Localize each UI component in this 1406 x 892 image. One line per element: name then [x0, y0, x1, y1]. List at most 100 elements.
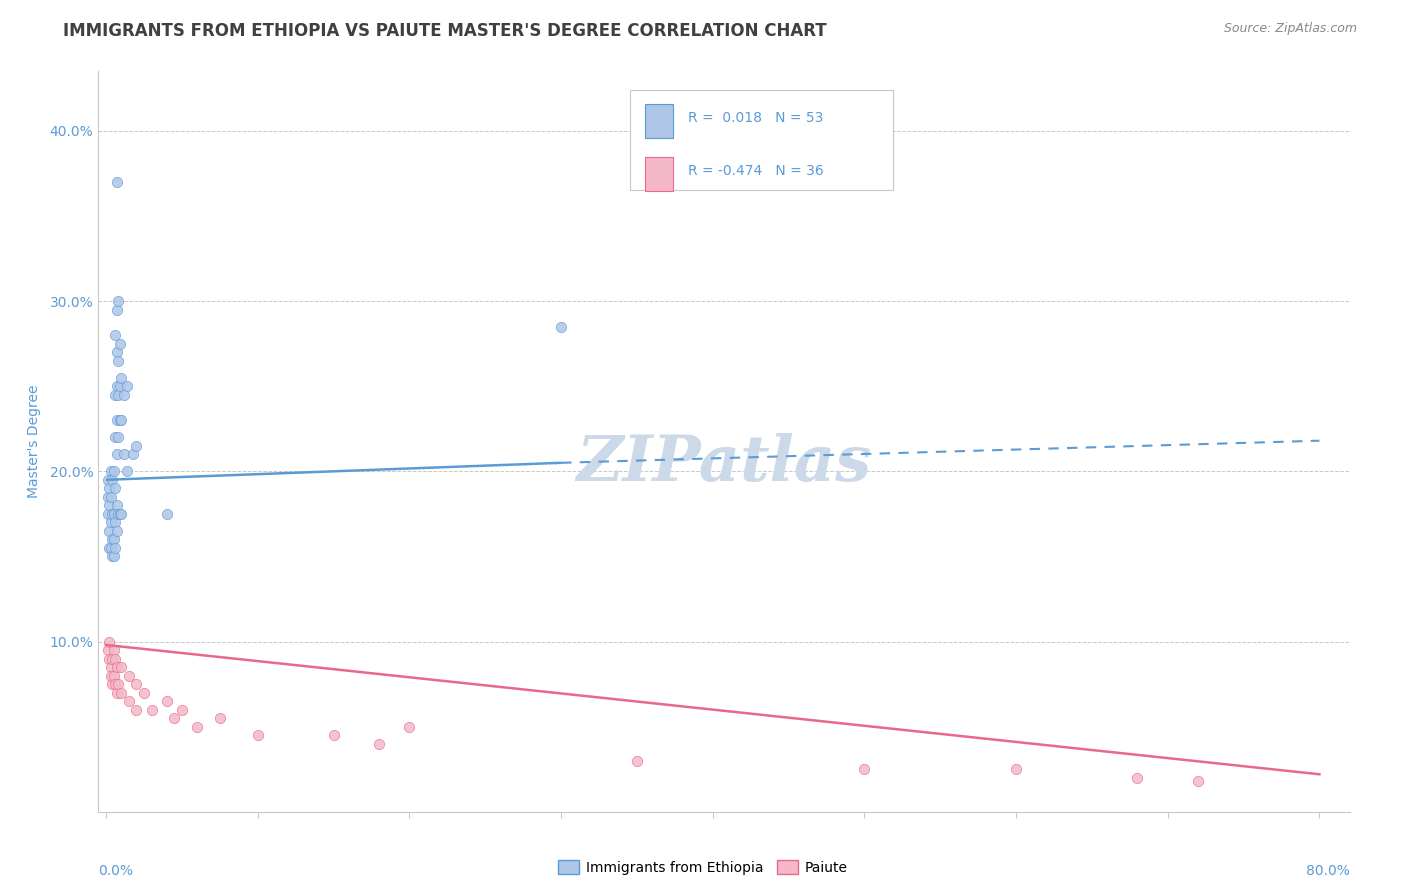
Point — [103, 533, 125, 547]
Point — [105, 524, 128, 538]
Y-axis label: Master's Degree: Master's Degree — [27, 384, 41, 499]
Point — [101, 507, 124, 521]
Text: Source: ZipAtlas.com: Source: ZipAtlas.com — [1223, 22, 1357, 36]
Point — [98, 634, 121, 648]
Point — [110, 685, 132, 699]
Point — [125, 439, 148, 453]
Point — [98, 651, 121, 665]
Point — [103, 464, 125, 478]
Text: 80.0%: 80.0% — [1306, 863, 1350, 878]
Text: ZIPatlas: ZIPatlas — [576, 433, 872, 494]
Point — [105, 413, 128, 427]
Point — [96, 490, 118, 504]
Text: R =  0.018   N = 53: R = 0.018 N = 53 — [688, 111, 823, 125]
Point — [104, 677, 127, 691]
Point — [98, 499, 121, 513]
Point — [170, 703, 193, 717]
FancyBboxPatch shape — [645, 157, 673, 191]
Point — [103, 507, 125, 521]
Point — [186, 720, 208, 734]
Point — [122, 447, 145, 461]
Point — [101, 473, 124, 487]
Point — [110, 507, 132, 521]
Point — [105, 345, 128, 359]
Point — [156, 507, 179, 521]
Point — [118, 694, 141, 708]
Point — [107, 507, 129, 521]
Point — [107, 430, 129, 444]
Point — [398, 720, 420, 734]
Point — [208, 711, 231, 725]
Point — [101, 533, 124, 547]
Point — [141, 703, 163, 717]
Point — [105, 499, 128, 513]
Point — [96, 507, 118, 521]
Point — [100, 464, 122, 478]
Point — [103, 549, 125, 564]
Point — [115, 464, 138, 478]
Point — [112, 388, 135, 402]
Point — [246, 728, 269, 742]
Point — [105, 175, 128, 189]
Point — [125, 703, 148, 717]
Point — [626, 754, 648, 768]
Point — [96, 473, 118, 487]
Point — [104, 430, 127, 444]
Point — [156, 694, 179, 708]
FancyBboxPatch shape — [630, 90, 893, 190]
Point — [104, 388, 127, 402]
Point — [107, 353, 129, 368]
Point — [108, 413, 131, 427]
Point — [108, 379, 131, 393]
Point — [104, 541, 127, 555]
Point — [107, 677, 129, 691]
Point — [98, 524, 121, 538]
Point — [118, 668, 141, 682]
Point — [110, 660, 132, 674]
Point — [1005, 762, 1028, 776]
Point — [108, 336, 131, 351]
Point — [104, 328, 127, 343]
Point — [103, 668, 125, 682]
Point — [115, 379, 138, 393]
Legend: Immigrants from Ethiopia, Paiute: Immigrants from Ethiopia, Paiute — [553, 855, 853, 880]
FancyBboxPatch shape — [645, 103, 673, 138]
Point — [104, 651, 127, 665]
Point — [100, 516, 122, 530]
Point — [98, 541, 121, 555]
Point — [101, 549, 124, 564]
Point — [101, 677, 124, 691]
Point — [322, 728, 344, 742]
Text: IMMIGRANTS FROM ETHIOPIA VS PAIUTE MASTER'S DEGREE CORRELATION CHART: IMMIGRANTS FROM ETHIOPIA VS PAIUTE MASTE… — [63, 22, 827, 40]
Point — [125, 677, 148, 691]
Point — [103, 643, 125, 657]
Point — [1187, 774, 1209, 789]
Text: R = -0.474   N = 36: R = -0.474 N = 36 — [688, 164, 824, 178]
Point — [110, 370, 132, 384]
Point — [100, 660, 122, 674]
Point — [100, 490, 122, 504]
Point — [108, 507, 131, 521]
Point — [101, 651, 124, 665]
Point — [132, 685, 155, 699]
Point — [100, 541, 122, 555]
Point — [1126, 771, 1149, 785]
Point — [112, 447, 135, 461]
Point — [104, 481, 127, 495]
Point — [105, 302, 128, 317]
Point — [105, 379, 128, 393]
Point — [853, 762, 876, 776]
Point — [107, 294, 129, 309]
Point — [110, 413, 132, 427]
Point — [163, 711, 186, 725]
Point — [104, 516, 127, 530]
Point — [105, 685, 128, 699]
Point — [96, 643, 118, 657]
Text: 0.0%: 0.0% — [98, 863, 134, 878]
Point — [107, 388, 129, 402]
Point — [550, 319, 572, 334]
Point — [98, 481, 121, 495]
Point — [368, 737, 391, 751]
Point — [105, 447, 128, 461]
Point — [105, 660, 128, 674]
